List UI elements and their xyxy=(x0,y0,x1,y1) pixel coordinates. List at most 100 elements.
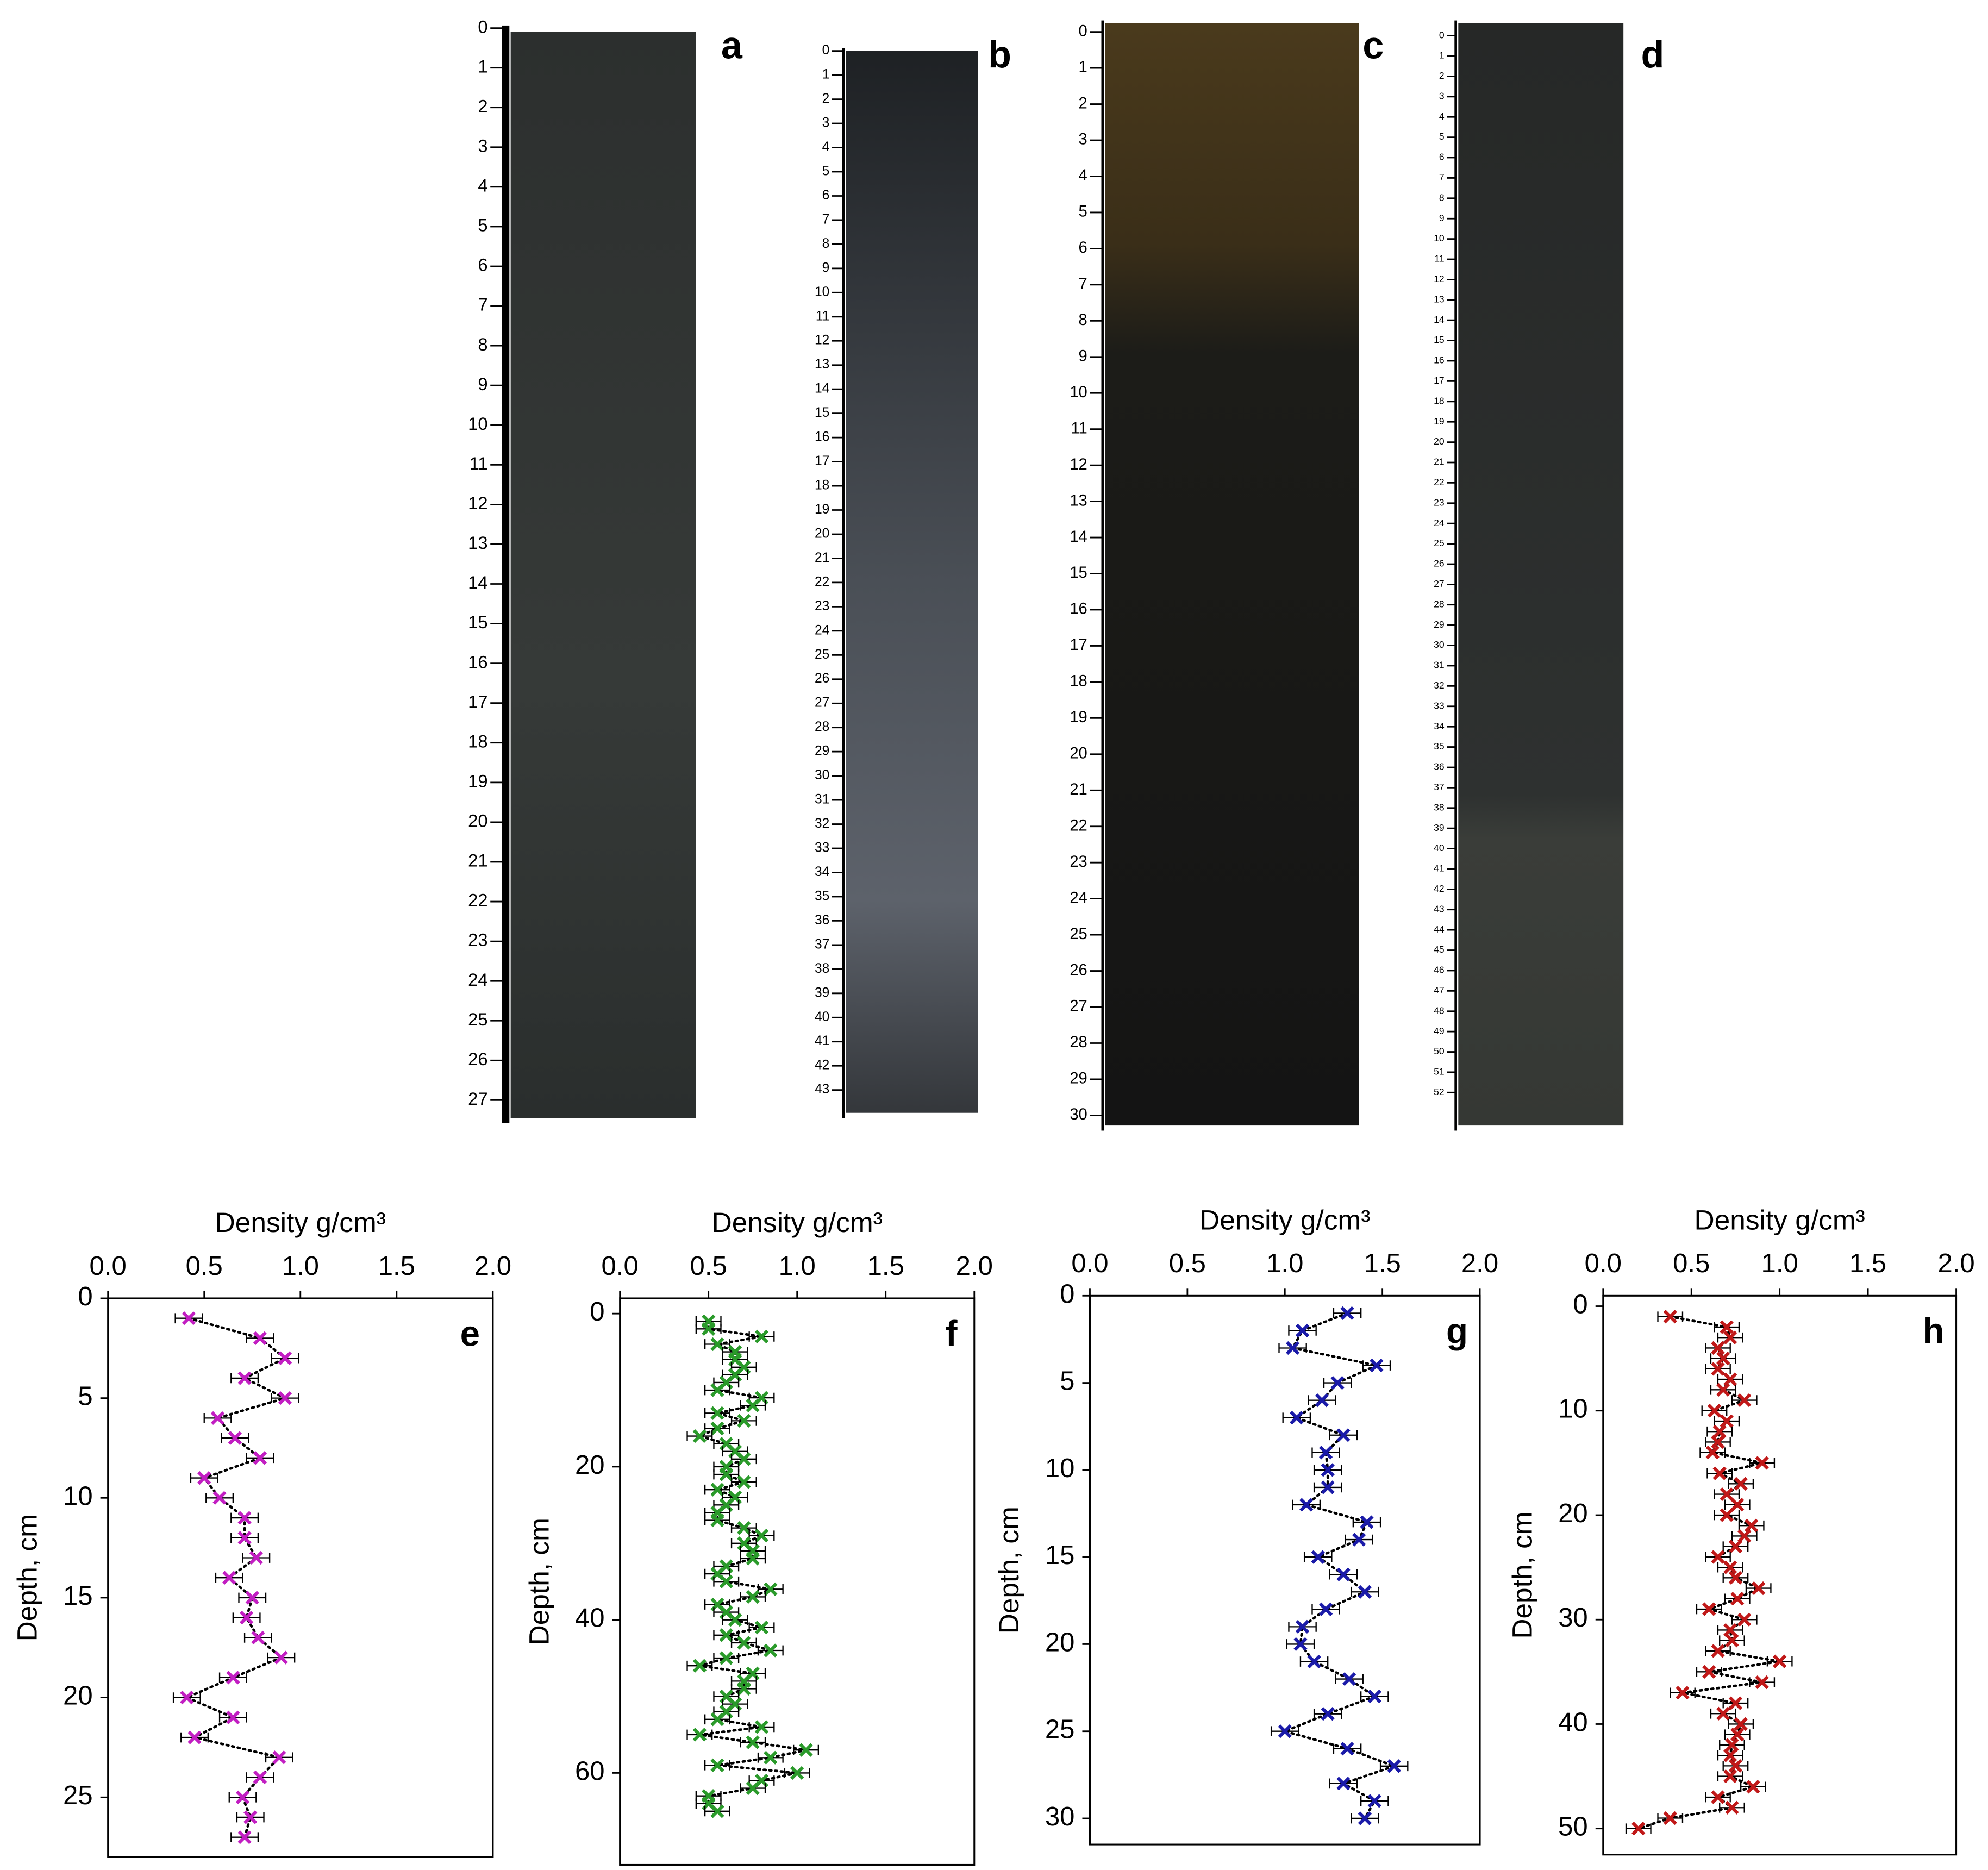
ruler-label: 22 xyxy=(468,890,487,910)
data-point xyxy=(1725,1634,1739,1648)
ruler-label: 35 xyxy=(815,889,829,903)
data-point xyxy=(1716,1383,1730,1397)
ruler-label: 10 xyxy=(815,285,829,299)
data-point xyxy=(1716,1351,1730,1366)
data-point xyxy=(1725,1800,1739,1815)
ruler-label: 16 xyxy=(1434,355,1444,366)
data-point xyxy=(1711,1790,1725,1804)
data-point xyxy=(1702,1665,1716,1679)
x-tick-label: 0.5 xyxy=(690,1252,727,1281)
data-point xyxy=(1358,1811,1372,1825)
data-point xyxy=(1340,1742,1354,1756)
profile-line xyxy=(183,1317,289,1839)
data-point xyxy=(1711,1435,1725,1449)
ruler-label: 42 xyxy=(815,1058,829,1073)
ruler-label: 32 xyxy=(815,816,829,831)
ruler-label: 5 xyxy=(1439,131,1445,142)
x-axis-title: Density g/cm³ xyxy=(215,1206,386,1238)
x-tick-label: 1.0 xyxy=(779,1252,816,1281)
ruler-label: 2 xyxy=(478,96,487,116)
data-point xyxy=(222,1571,236,1585)
ruler-label: 24 xyxy=(468,970,487,990)
data-point xyxy=(1631,1822,1646,1836)
x-tick-label: 0.5 xyxy=(186,1252,223,1281)
data-point xyxy=(754,1529,769,1543)
ruler-label: 21 xyxy=(1070,781,1087,798)
ruler-label: 27 xyxy=(815,696,829,710)
y-tick-label: 20 xyxy=(1045,1628,1075,1657)
ruler-label: 49 xyxy=(1434,1025,1444,1036)
ruler-label: 33 xyxy=(1434,700,1444,711)
data-point xyxy=(274,1650,289,1665)
y-tick-label: 10 xyxy=(63,1481,93,1511)
data-point xyxy=(692,1659,707,1673)
ruler-label: 32 xyxy=(1434,680,1444,691)
data-point xyxy=(1278,1724,1292,1738)
y-tick-label: 0 xyxy=(78,1282,92,1311)
ruler-label: 7 xyxy=(1439,172,1445,183)
ruler-label: 0 xyxy=(1079,22,1087,40)
ruler-label: 9 xyxy=(822,260,830,275)
ruler-label: 1 xyxy=(478,56,487,76)
data-point xyxy=(272,1750,286,1765)
ruler-label: 28 xyxy=(815,720,829,734)
ruler-label: 40 xyxy=(1434,842,1445,853)
data-point xyxy=(1723,1372,1737,1386)
data-point xyxy=(1315,1393,1329,1408)
data-point xyxy=(702,1322,716,1336)
ruler-label: 27 xyxy=(1434,578,1444,589)
data-point xyxy=(1716,1706,1730,1721)
ruler-label: 2 xyxy=(1079,95,1087,112)
x-tick-label: 2.0 xyxy=(1461,1249,1498,1278)
ruler-label: 5 xyxy=(1079,203,1087,221)
y-tick-label: 30 xyxy=(1558,1603,1588,1633)
x-tick-label: 1.5 xyxy=(1364,1249,1401,1278)
ruler-label: 3 xyxy=(822,116,830,130)
data-point xyxy=(1330,1375,1345,1390)
ruler-label: 18 xyxy=(815,478,829,493)
core-photo xyxy=(510,32,696,1118)
data-point xyxy=(746,1552,760,1566)
data-point xyxy=(197,1471,211,1485)
ruler-label: 36 xyxy=(815,913,829,928)
ruler-label: 25 xyxy=(815,647,829,662)
density-profiles: 0.0 0.5 1.0 1.5 2.0 0 5 10 15 20 25 Density g/cm³ De… xyxy=(11,1204,1975,1866)
ruler-label: 20 xyxy=(815,526,829,541)
x-axis-title: Density g/cm³ xyxy=(1199,1204,1370,1235)
ruler-label: 9 xyxy=(1079,347,1087,365)
data-point xyxy=(754,1329,769,1344)
y-tick-label: 30 xyxy=(1045,1802,1075,1831)
data-point xyxy=(1723,1330,1737,1344)
ruler-label: 43 xyxy=(815,1082,829,1097)
ruler-label: 13 xyxy=(1070,492,1087,509)
ruler-label: 19 xyxy=(468,771,487,791)
ruler-label: 12 xyxy=(1434,273,1444,284)
panel-label: e xyxy=(460,1314,480,1353)
data-point xyxy=(226,1710,240,1724)
ruler-label: 50 xyxy=(1434,1046,1445,1056)
ruler-label: 17 xyxy=(1434,375,1444,386)
data-point xyxy=(243,1810,258,1824)
data-point xyxy=(1728,1571,1743,1585)
ruler-label: 28 xyxy=(1070,1034,1087,1051)
panel-label: f xyxy=(946,1314,958,1353)
ruler-label: 15 xyxy=(815,405,829,420)
data-point xyxy=(1352,1533,1366,1547)
y-tick-label: 10 xyxy=(1558,1394,1588,1424)
data-point xyxy=(249,1550,264,1565)
ruler-label: 42 xyxy=(1434,883,1444,894)
data-point xyxy=(1737,1612,1752,1627)
ruler-label: 1 xyxy=(1079,59,1087,76)
ruler-label: 0 xyxy=(478,16,487,36)
data-point xyxy=(692,1728,707,1742)
ruler-label: 36 xyxy=(1434,761,1444,772)
data-point xyxy=(1730,1498,1745,1512)
plot-frame xyxy=(1602,1294,1958,1856)
x-tick-label: 1.0 xyxy=(1761,1249,1798,1278)
ruler-label: 21 xyxy=(815,551,829,565)
ruler-label: 45 xyxy=(1434,944,1444,955)
ruler-label: 9 xyxy=(1439,212,1445,223)
data-point xyxy=(1663,1310,1677,1324)
x-tick-label: 2.0 xyxy=(474,1252,511,1281)
